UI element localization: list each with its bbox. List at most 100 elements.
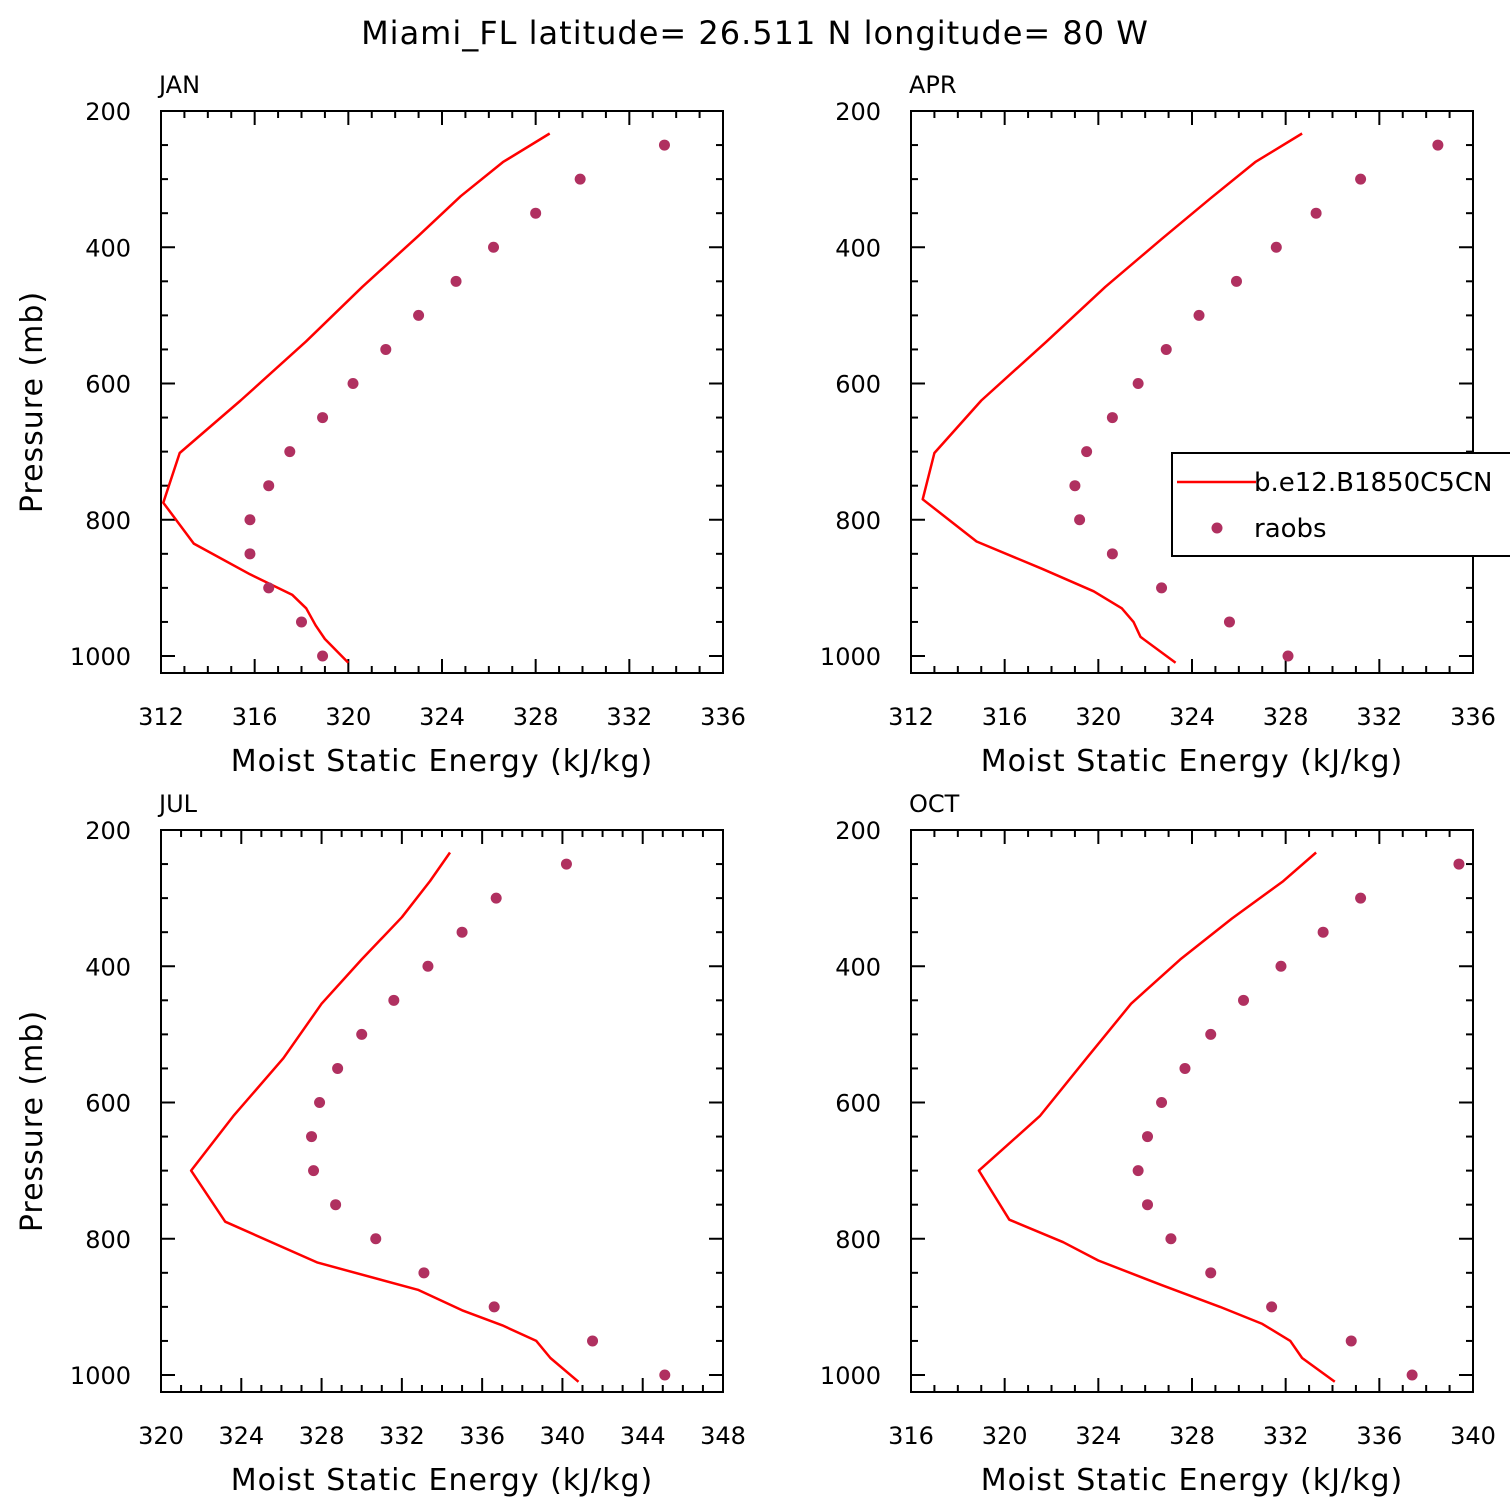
x-tick-label: 324 — [419, 703, 465, 731]
y-tick-label: 800 — [85, 1226, 131, 1254]
y-tick-label: 1000 — [820, 1362, 881, 1390]
y-tick-label: 800 — [85, 507, 131, 535]
plot-frame — [160, 829, 724, 1393]
scatter-point-raobs — [370, 1233, 382, 1245]
scatter-point-raobs — [244, 548, 256, 560]
scatter-point-raobs — [1345, 1335, 1357, 1347]
x-tick-label: 340 — [540, 1422, 586, 1450]
x-tick-label: 336 — [1450, 703, 1496, 731]
scatter-point-raobs — [314, 1097, 326, 1108]
scatter-point-raobs — [1266, 1301, 1278, 1313]
x-tick-label: 312 — [888, 703, 934, 731]
scatter-point-raobs — [574, 173, 586, 185]
x-tick-label: 328 — [1263, 703, 1309, 731]
y-tick-label: 600 — [835, 371, 881, 399]
legend-label-raobs: raobs — [1254, 514, 1327, 544]
x-tick-label: 344 — [620, 1422, 666, 1450]
scatter-point-raobs — [388, 994, 400, 1006]
scatter-point-raobs — [284, 446, 296, 458]
scatter-point-raobs — [1179, 1062, 1191, 1074]
y-tick-label: 1000 — [70, 1362, 131, 1390]
panel-label: JAN — [157, 71, 200, 99]
scatter-point-raobs — [356, 1028, 368, 1040]
scatter-point-raobs — [587, 1335, 599, 1347]
y-tick-label: 400 — [85, 953, 131, 981]
x-tick-label: 324 — [218, 1422, 264, 1450]
series-line-model — [977, 851, 1336, 1383]
x-tick-label: 336 — [1356, 1422, 1402, 1450]
panel-label: JUL — [157, 790, 198, 818]
x-tick-label: 324 — [1075, 1422, 1121, 1450]
scatter-point-raobs — [422, 960, 434, 972]
scatter-point-raobs — [1156, 582, 1168, 594]
scatter-point-raobs — [1275, 960, 1287, 972]
y-axis-label: Pressure (mb) — [15, 291, 50, 513]
scatter-point-raobs — [308, 1165, 320, 1177]
x-axis-label: Moist Static Energy (kJ/kg) — [231, 744, 654, 779]
scatter-point-raobs — [1355, 892, 1367, 904]
x-tick-label: 340 — [1450, 1422, 1496, 1450]
scatter-point-raobs — [413, 309, 425, 321]
legend-label-model: b.e12.B1850C5CN — [1254, 468, 1492, 498]
y-tick-label: 1000 — [820, 643, 881, 671]
series-line-model — [921, 132, 1303, 664]
scatter-point-raobs — [1193, 309, 1205, 321]
series-line-model — [162, 132, 551, 664]
y-tick-label: 200 — [85, 98, 131, 126]
scatter-point-raobs — [1156, 1097, 1168, 1108]
plot-frame — [910, 829, 1474, 1393]
y-tick-label: 400 — [835, 234, 881, 262]
scatter-point-raobs — [488, 1301, 500, 1313]
plot-frame — [160, 110, 724, 674]
panel-apr: 312 316 320 324 328 332 336 200 400 600 800 1000 APR… — [820, 71, 1510, 779]
scatter-point-raobs — [450, 275, 462, 287]
x-tick-label: 336 — [459, 1422, 505, 1450]
scatter-point-raobs — [1106, 548, 1118, 560]
panel-label: OCT — [909, 790, 960, 818]
legend-box — [1171, 452, 1510, 557]
scatter-point-raobs — [1432, 139, 1444, 151]
scatter-point-raobs — [456, 926, 468, 938]
scatter-point-raobs — [1074, 514, 1086, 526]
y-tick-label: 600 — [835, 1090, 881, 1118]
y-tick-label: 400 — [835, 953, 881, 981]
x-tick-label: 332 — [379, 1422, 425, 1450]
scatter-point-raobs — [1453, 858, 1465, 870]
y-tick-label: 800 — [835, 1226, 881, 1254]
scatter-point-raobs — [332, 1062, 344, 1074]
x-axis-label: Moist Static Energy (kJ/kg) — [231, 1463, 654, 1498]
scatter-point-raobs — [263, 480, 275, 492]
scatter-point-raobs — [488, 241, 500, 253]
x-tick-label: 332 — [1356, 703, 1402, 731]
scatter-point-raobs — [306, 1131, 318, 1143]
panel-oct: 316 320 324 328 332 336 340 200 400 600 800 1000 OCT… — [820, 790, 1496, 1498]
scatter-point-raobs — [263, 582, 275, 594]
y-tick-label: 200 — [835, 98, 881, 126]
scatter-point-raobs — [1142, 1131, 1154, 1143]
x-tick-label: 328 — [299, 1422, 345, 1450]
scatter-point-raobs — [658, 139, 670, 151]
y-tick-label: 400 — [85, 234, 131, 262]
scatter-point-raobs — [1270, 241, 1282, 253]
x-tick-label: 320 — [982, 1422, 1028, 1450]
figure-title: Miami_FL latitude= 26.511 N longitude= 8… — [361, 14, 1149, 52]
scatter-point-raobs — [1317, 926, 1329, 938]
x-tick-label: 312 — [138, 703, 184, 731]
panel-jul: 320 324 328 332 336 340 344 348 200 400 600 800 1000… — [15, 790, 746, 1498]
x-tick-label: 332 — [606, 703, 652, 731]
x-tick-label: 324 — [1169, 703, 1215, 731]
x-tick-label: 348 — [700, 1422, 746, 1450]
x-tick-label: 316 — [232, 703, 278, 731]
scatter-point-raobs — [296, 616, 307, 628]
scatter-point-raobs — [530, 207, 542, 219]
x-tick-label: 320 — [138, 1422, 184, 1450]
scatter-point-raobs — [244, 514, 256, 526]
x-tick-label: 328 — [513, 703, 559, 731]
scatter-point-raobs — [347, 378, 359, 389]
scatter-point-raobs — [1132, 378, 1144, 389]
scatter-point-raobs — [1205, 1028, 1217, 1040]
scatter-point-raobs — [1205, 1267, 1217, 1279]
series-line-model — [189, 851, 580, 1383]
scatter-point-raobs — [1160, 343, 1172, 355]
